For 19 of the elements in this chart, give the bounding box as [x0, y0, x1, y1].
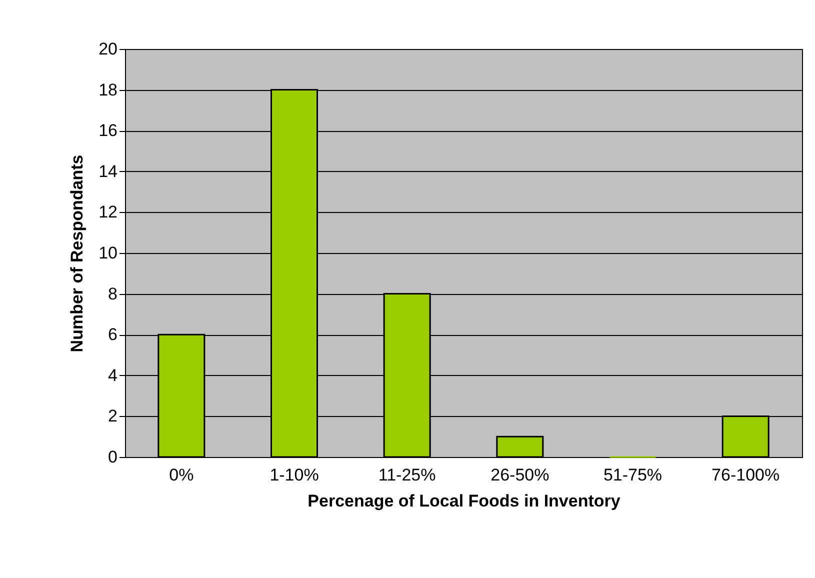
y-axis-title: Number of Respondants — [68, 154, 87, 352]
x-axis-title: Percenage of Local Foods in Inventory — [308, 492, 621, 510]
y-tick-label: 6 — [108, 325, 118, 344]
y-tick-label: 12 — [98, 202, 118, 222]
y-tick-label: 18 — [98, 80, 118, 100]
x-tick-label: 51-75% — [603, 466, 662, 484]
x-tick-label: 11-25% — [378, 466, 436, 484]
x-tick-label: 26-50% — [490, 466, 550, 484]
x-tick-label: 76-100% — [712, 466, 780, 484]
y-tick-label: 14 — [98, 162, 118, 181]
y-tick-label: 10 — [98, 244, 118, 262]
x-tick-label: 1-10% — [270, 466, 319, 484]
y-tick-label: 16 — [98, 121, 118, 140]
x-tick-label: 0% — [169, 466, 194, 484]
y-tick-label: 2 — [108, 406, 118, 426]
y-tick-label: 8 — [108, 284, 118, 304]
y-tick-label: 20 — [98, 40, 118, 58]
y-tick-label: 0 — [108, 448, 118, 466]
y-tick-label: 4 — [108, 366, 118, 385]
